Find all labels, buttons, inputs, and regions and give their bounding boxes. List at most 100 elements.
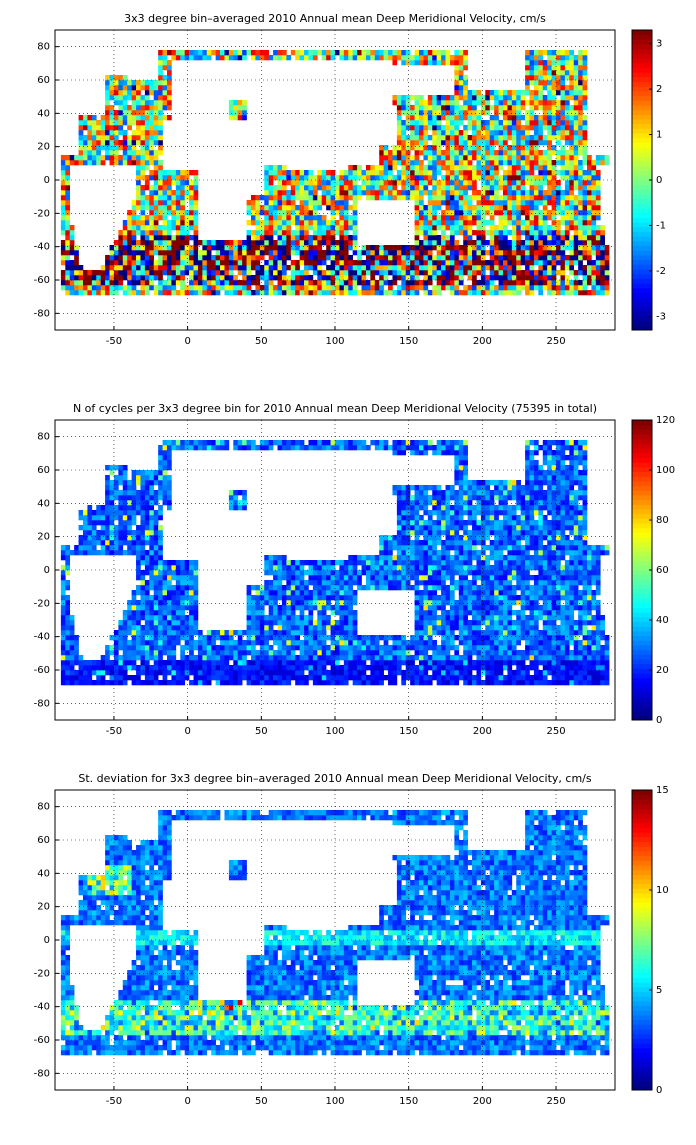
heatmap-cell <box>61 565 66 570</box>
heatmap-cell <box>578 125 583 130</box>
heatmap-cell <box>494 250 499 255</box>
heatmap-cell <box>163 440 168 445</box>
heatmap-cell <box>530 95 535 100</box>
heatmap-cell <box>326 205 331 210</box>
heatmap-cell <box>61 195 66 200</box>
heatmap-cell <box>300 55 305 60</box>
heatmap-cell <box>211 285 216 290</box>
heatmap-cell <box>101 660 106 665</box>
heatmap-cell <box>587 185 592 190</box>
heatmap-cell <box>136 525 141 530</box>
heatmap-cell <box>260 640 265 645</box>
heatmap-cell <box>335 275 340 280</box>
heatmap-cell <box>176 170 181 175</box>
heatmap-cell <box>300 275 305 280</box>
heatmap-cell <box>238 280 243 285</box>
heatmap-cell <box>87 520 92 525</box>
heatmap-cell <box>127 520 132 525</box>
heatmap-cell <box>547 115 552 120</box>
heatmap-cell <box>543 95 548 100</box>
heatmap-cell <box>194 275 199 280</box>
heatmap-cell <box>556 220 561 225</box>
heatmap-cell <box>260 270 265 275</box>
heatmap-cell <box>171 175 176 180</box>
heatmap-cell <box>83 275 88 280</box>
heatmap-cell <box>583 100 588 105</box>
heatmap-cell <box>176 255 181 260</box>
heatmap-cell <box>512 140 517 145</box>
heatmap-cell <box>194 225 199 230</box>
heatmap-cell <box>132 225 137 230</box>
heatmap-cell <box>525 180 530 185</box>
heatmap-cell <box>180 445 185 450</box>
heatmap-cell <box>596 230 601 235</box>
heatmap-cell <box>101 275 106 280</box>
heatmap-cell <box>587 220 592 225</box>
heatmap-cell <box>154 650 159 655</box>
heatmap-cell <box>295 175 300 180</box>
heatmap-cell <box>87 535 92 540</box>
heatmap-cell <box>123 630 128 635</box>
heatmap-cell <box>552 145 557 150</box>
heatmap-cell <box>454 190 459 195</box>
heatmap-cell <box>534 210 539 215</box>
heatmap-cell <box>538 255 543 260</box>
heatmap-cell <box>216 630 221 635</box>
heatmap-cell <box>171 200 176 205</box>
heatmap-cell <box>423 245 428 250</box>
heatmap-cell <box>317 175 322 180</box>
heatmap-cell <box>410 265 415 270</box>
heatmap-cell <box>238 290 243 295</box>
heatmap-cell <box>167 670 172 675</box>
heatmap-cell <box>366 165 371 170</box>
heatmap-cell <box>189 445 194 450</box>
heatmap-cell <box>397 160 402 165</box>
heatmap-cell <box>105 660 110 665</box>
heatmap-cell <box>114 255 119 260</box>
heatmap-cell <box>83 530 88 535</box>
heatmap-cell <box>525 130 530 135</box>
heatmap-cell <box>132 265 137 270</box>
heatmap-cell <box>565 265 570 270</box>
heatmap-cell <box>114 240 119 245</box>
colorbar-segment <box>632 157 652 162</box>
heatmap-cell <box>295 280 300 285</box>
heatmap-cell <box>560 235 565 240</box>
heatmap-cell <box>503 150 508 155</box>
heatmap-cell <box>286 175 291 180</box>
heatmap-cell <box>565 180 570 185</box>
heatmap-cell <box>331 180 336 185</box>
heatmap-cell <box>154 275 159 280</box>
heatmap-cell <box>233 505 238 510</box>
heatmap-cell <box>145 560 150 565</box>
heatmap-cell <box>65 225 70 230</box>
heatmap-cell <box>65 665 70 670</box>
heatmap-cell <box>569 95 574 100</box>
heatmap-cell <box>494 270 499 275</box>
heatmap-cell <box>96 130 101 135</box>
heatmap-cell <box>503 280 508 285</box>
heatmap-cell <box>149 250 154 255</box>
heatmap-cell <box>154 180 159 185</box>
heatmap-cell <box>118 85 123 90</box>
heatmap-cell <box>233 260 238 265</box>
heatmap-cell <box>322 185 327 190</box>
heatmap-cell <box>291 185 296 190</box>
heatmap-cell <box>472 215 477 220</box>
heatmap-cell <box>521 160 526 165</box>
heatmap-cell <box>490 290 495 295</box>
heatmap-cell <box>255 590 260 595</box>
heatmap-cell <box>238 650 243 655</box>
heatmap-cell <box>516 290 521 295</box>
heatmap-cell <box>574 185 579 190</box>
heatmap-cell <box>83 145 88 150</box>
heatmap-cell <box>282 185 287 190</box>
heatmap-cell <box>127 235 132 240</box>
heatmap-cell <box>569 280 574 285</box>
heatmap-cell <box>83 270 88 275</box>
heatmap-cell <box>158 610 163 615</box>
heatmap-cell <box>105 140 110 145</box>
heatmap-cell <box>140 515 145 520</box>
heatmap-cell <box>87 115 92 120</box>
heatmap-cell <box>149 190 154 195</box>
